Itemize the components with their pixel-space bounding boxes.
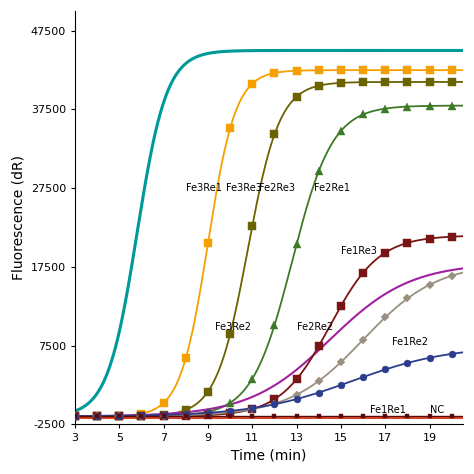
Text: Fe2Re3: Fe2Re3 (259, 183, 295, 193)
Text: Fe3Re3: Fe3Re3 (226, 183, 262, 193)
X-axis label: Time (min): Time (min) (231, 449, 307, 463)
Text: Fe3Re1: Fe3Re1 (186, 183, 222, 193)
Text: Fe1Re1: Fe1Re1 (370, 405, 406, 415)
Y-axis label: Fluorescence (dR): Fluorescence (dR) (11, 155, 25, 280)
Text: Fe2Re2: Fe2Re2 (297, 322, 333, 332)
Text: Fe1Re2: Fe1Re2 (392, 337, 428, 347)
Text: Fe2Re1: Fe2Re1 (314, 183, 350, 193)
Text: Fe1Re3: Fe1Re3 (341, 246, 377, 256)
Text: Fe3Re2: Fe3Re2 (215, 322, 251, 332)
Text: NC: NC (429, 405, 444, 415)
